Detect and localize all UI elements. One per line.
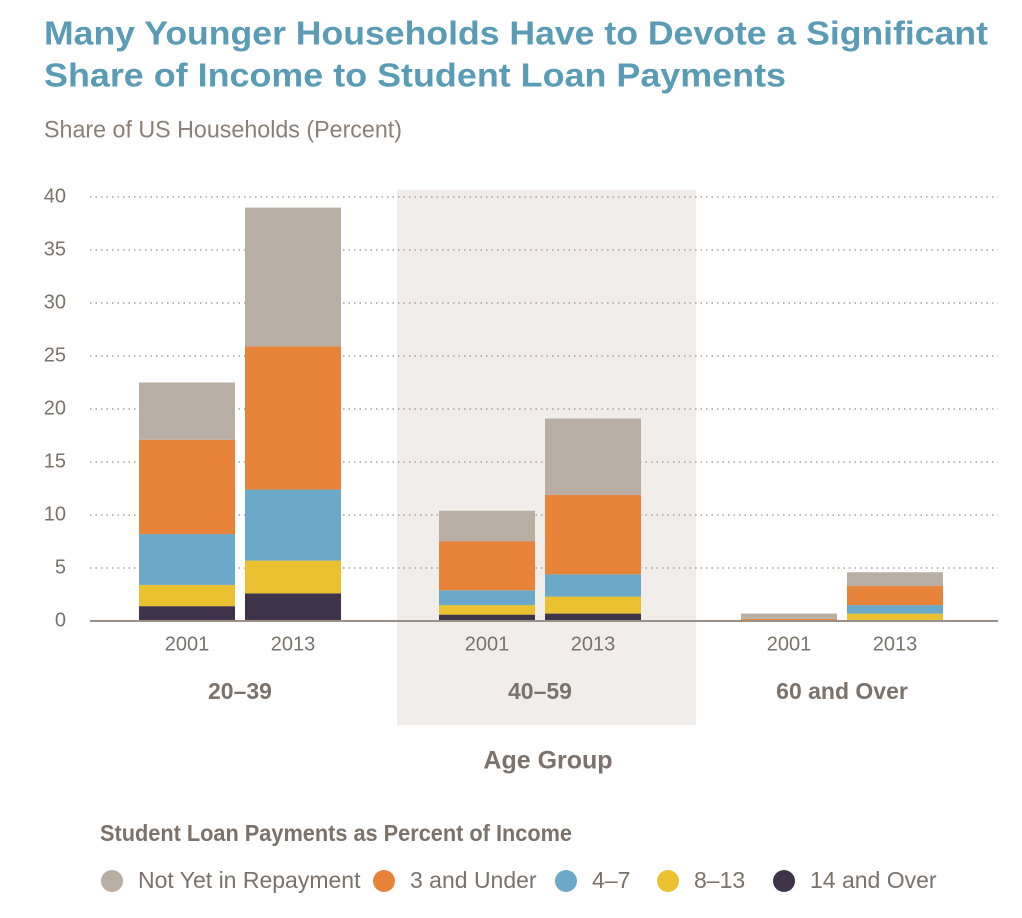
bar-segment [245, 346, 341, 490]
bar-segment [847, 605, 943, 614]
legend-label: 3 and Under [410, 867, 537, 893]
y-tick-label: 35 [44, 238, 66, 260]
legend-label: 14 and Over [810, 867, 937, 893]
bar-segment [545, 596, 641, 614]
bar-segment [847, 572, 943, 587]
y-tick-label: 30 [44, 291, 66, 313]
bar-segment [741, 618, 837, 621]
x-tick-label: 2013 [873, 633, 918, 655]
bar-segment [847, 613, 943, 620]
x-tick-label: 2001 [165, 633, 210, 655]
legend-swatch [657, 870, 679, 892]
legend-label: 8–13 [694, 867, 745, 893]
bar-segment [245, 489, 341, 561]
bar-segment [439, 590, 535, 606]
y-tick-label: 0 [55, 609, 66, 631]
legend-swatch [101, 870, 123, 892]
chart-subtitle: Share of US Households (Percent) [44, 116, 402, 143]
x-tick-label: 2013 [271, 633, 316, 655]
bar-segment [139, 382, 235, 440]
legend-swatch [555, 870, 577, 892]
y-tick-label: 10 [44, 503, 66, 525]
legend-title: Student Loan Payments as Percent of Inco… [100, 820, 572, 846]
bar-segment [545, 613, 641, 621]
y-tick-label: 20 [44, 397, 66, 419]
y-tick-label: 15 [44, 450, 66, 472]
x-axis-label: Age Group [483, 747, 612, 775]
bar-segment [847, 586, 943, 606]
y-tick-label: 25 [44, 344, 66, 366]
chart-title: Many Younger Households Have to Devote a… [44, 15, 988, 52]
bar-segment [245, 560, 341, 594]
bar-segment [139, 584, 235, 607]
bar-segment [139, 534, 235, 585]
legend-label: Not Yet in Repayment [138, 867, 361, 893]
x-tick-label: 2001 [767, 633, 812, 655]
bar-segment [545, 574, 641, 597]
x-tick-label: 2001 [465, 633, 510, 655]
group-label: 60 and Over [776, 678, 908, 704]
x-tick-label: 2013 [571, 633, 616, 655]
bar-segment [439, 510, 535, 542]
y-tick-label: 5 [55, 556, 66, 578]
bar-segment [245, 593, 341, 621]
chart-title: Share of Income to Student Loan Payments [44, 57, 786, 94]
legend-swatch [773, 870, 795, 892]
bar-segment [741, 613, 837, 619]
bar-segment [439, 541, 535, 591]
bar-segment [139, 439, 235, 535]
bar-segment [245, 207, 341, 347]
bar-segment [139, 606, 235, 621]
bar-segment [545, 418, 641, 495]
bar-segment [439, 605, 535, 615]
y-tick-label: 40 [44, 185, 66, 207]
group-label: 40–59 [508, 678, 572, 704]
bar-segment [439, 614, 535, 621]
legend-label: 4–7 [592, 867, 630, 893]
legend-swatch [373, 870, 395, 892]
bar-segment [545, 494, 641, 575]
group-label: 20–39 [208, 678, 272, 704]
